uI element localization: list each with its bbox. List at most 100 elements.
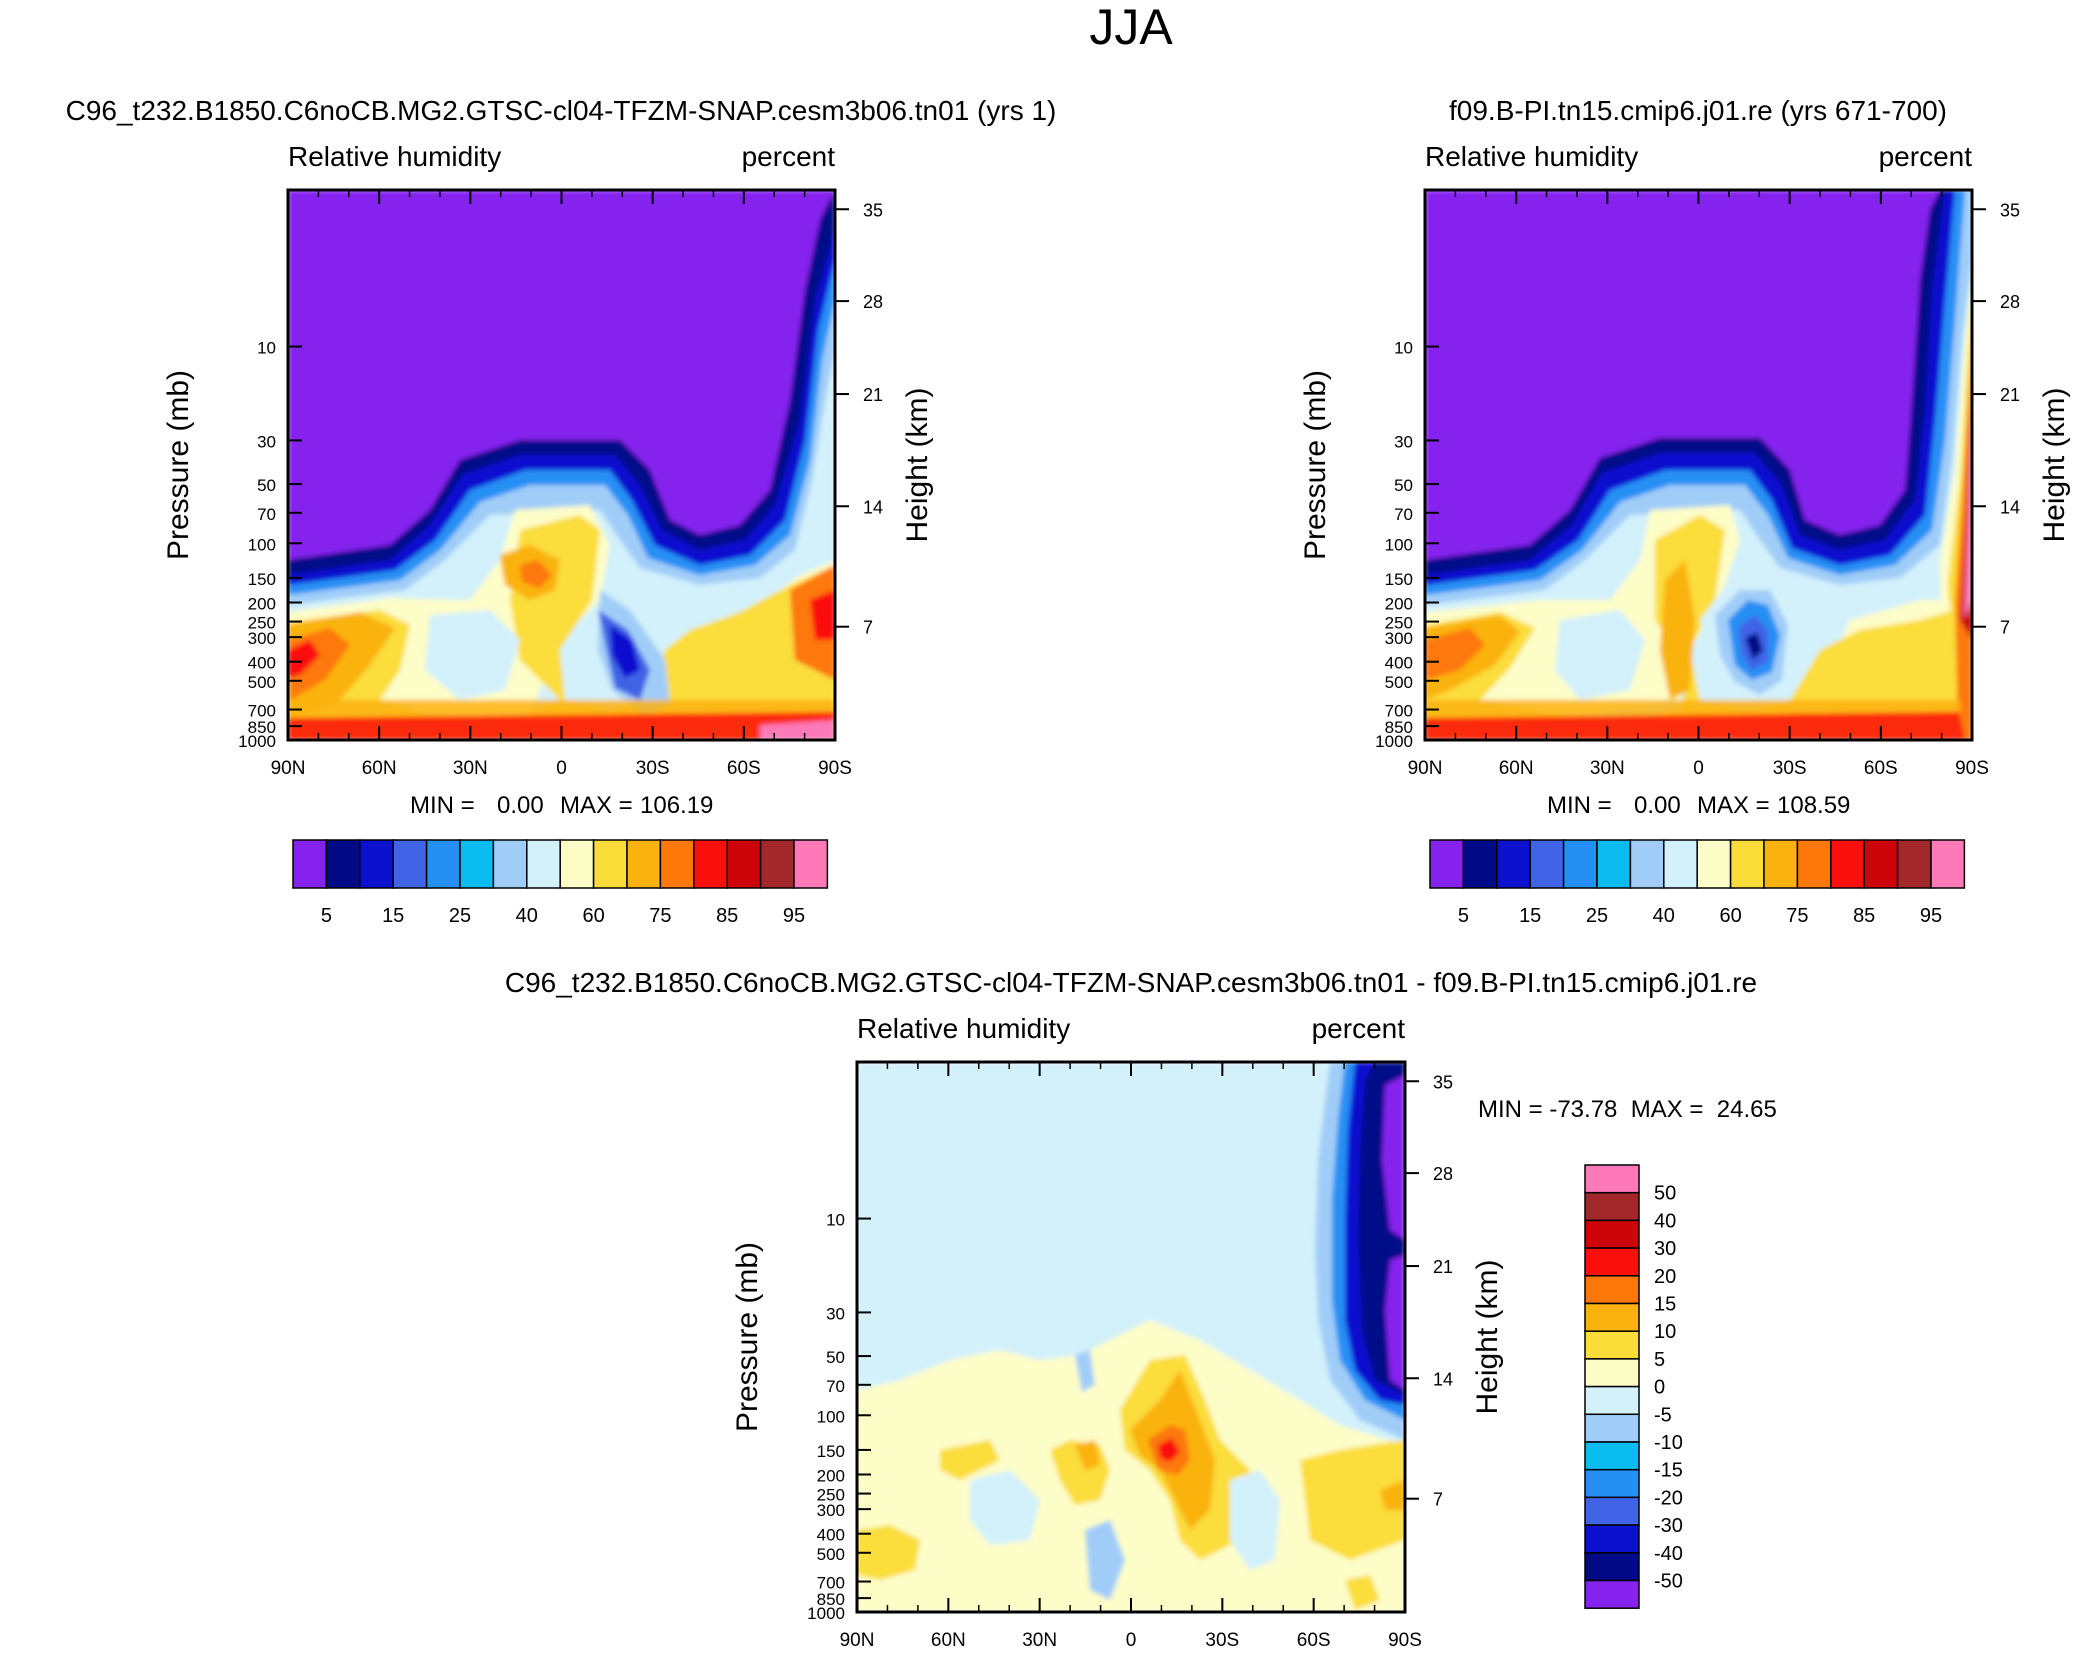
- y-tick-label: 300: [248, 629, 276, 648]
- x-tick-label: 90N: [271, 758, 306, 779]
- colorbar-box: [1584, 1413, 1640, 1443]
- colorbar-box: [1584, 1164, 1640, 1194]
- colorbar-box: [1584, 1524, 1640, 1554]
- x-tick-label: 30N: [453, 758, 488, 779]
- colorbar-box: [559, 839, 595, 889]
- x-tick-label: 0: [1693, 758, 1704, 779]
- panel-difference-minmax: MIN = -73.78 MAX = 24.65: [1478, 1096, 1777, 1123]
- height-tick-label: 35: [1433, 1072, 1453, 1092]
- colorbar-label: 10: [1654, 1321, 1676, 1343]
- colorbar-label: -10: [1654, 1432, 1683, 1454]
- panel-model-variable: Relative humidity: [288, 141, 501, 172]
- panel-reference-colorbar-labels: 5 15 25 40 60 75 85 95: [1458, 905, 1942, 927]
- y-tick-label: 850: [248, 718, 276, 737]
- height-tick-label: 14: [863, 497, 883, 517]
- colorbar-box: [325, 839, 361, 889]
- panel-difference-variable: Relative humidity: [857, 1013, 1070, 1044]
- colorbar-box: [1584, 1358, 1640, 1388]
- y-tick-label: 70: [257, 505, 276, 524]
- panel-reference-ylabel-right: Height (km): [2038, 387, 2071, 542]
- panel-reference-title: f09.B-PI.tn15.cmip6.j01.re (yrs 671-700): [1449, 95, 1947, 126]
- colorbar-box: [1596, 839, 1632, 889]
- colorbar-box: [359, 839, 394, 889]
- panel-model-height-labels: 35 28 21 14 7: [863, 200, 883, 637]
- colorbar-label: 85: [1853, 905, 1875, 927]
- panel-difference-field: [857, 1062, 1405, 1612]
- height-tick-label: 35: [863, 200, 883, 220]
- colorbar-box: [1629, 839, 1665, 889]
- colorbar-label: -20: [1654, 1487, 1683, 1509]
- height-tick-label: 21: [2000, 385, 2020, 405]
- colorbar-box: [1584, 1191, 1640, 1222]
- y-tick-label: 10: [257, 339, 276, 358]
- colorbar-box: [592, 839, 628, 889]
- panel-difference-ylabel: Pressure (mb): [731, 1242, 764, 1432]
- colorbar-label: 5: [321, 905, 332, 927]
- colorbar-box: [759, 839, 795, 889]
- y-tick-label: 250: [1385, 614, 1413, 633]
- y-tick-label: 10: [1394, 339, 1413, 358]
- colorbar-box: [1584, 1441, 1640, 1471]
- panel-model-ylabel-right: Height (km): [901, 387, 934, 542]
- colorbar-label: 40: [1654, 1210, 1676, 1232]
- y-tick-label: 200: [1385, 595, 1413, 614]
- height-tick-label: 14: [2000, 497, 2020, 517]
- x-tick-label: 90N: [840, 1630, 875, 1651]
- colorbar-box: [1584, 1219, 1640, 1249]
- panel-difference-colorbar: [1584, 1164, 1640, 1609]
- colorbar-box: [1863, 839, 1899, 889]
- x-tick-label: 0: [556, 758, 567, 779]
- height-tick-label: 7: [863, 618, 873, 638]
- panel-reference-max-value: 108.59: [1777, 792, 1850, 819]
- panel-reference-variable: Relative humidity: [1425, 141, 1638, 172]
- x-tick-label: 30S: [636, 758, 670, 779]
- x-tick-label: 60S: [1864, 758, 1898, 779]
- colorbar-label: 15: [1519, 905, 1541, 927]
- panel-reference-max-label: MAX =: [1697, 792, 1770, 819]
- x-tick-label: 60N: [1499, 758, 1534, 779]
- colorbar-box: [1496, 839, 1531, 889]
- colorbar-label: 95: [1920, 905, 1942, 927]
- colorbar-box: [1729, 839, 1765, 889]
- colorbar-label: 15: [1654, 1294, 1676, 1316]
- colorbar-box: [793, 839, 829, 889]
- x-tick-label: 30N: [1590, 758, 1625, 779]
- panel-model-ylabel: Pressure (mb): [162, 370, 195, 560]
- y-tick-label: 300: [1385, 629, 1413, 648]
- panel-difference-title: C96_t232.B1850.C6noCB.MG2.GTSC-cl04-TFZM…: [505, 967, 1757, 998]
- x-tick-label: 30S: [1773, 758, 1807, 779]
- y-tick-label: 400: [1385, 654, 1413, 673]
- colorbar-box: [1562, 839, 1598, 889]
- height-tick-label: 35: [2000, 200, 2020, 220]
- panel-model-max-label: MAX =: [560, 792, 633, 819]
- panel-model-x-labels: 90N 60N 30N 0 30S 60S 90S: [271, 758, 852, 779]
- colorbar-box: [1584, 1275, 1640, 1305]
- panel-reference-height-labels: 35 28 21 14 7: [2000, 200, 2020, 637]
- colorbar-box: [459, 839, 495, 889]
- x-tick-label: 60N: [931, 1630, 966, 1651]
- colorbar-box: [1663, 839, 1698, 889]
- x-tick-label: 0: [1126, 1630, 1137, 1651]
- x-tick-label: 60S: [727, 758, 761, 779]
- y-tick-label: 700: [1385, 702, 1413, 721]
- height-tick-label: 28: [2000, 292, 2020, 312]
- height-tick-label: 7: [1433, 1490, 1443, 1510]
- panel-reference-min-value: 0.00: [1634, 792, 1681, 819]
- y-tick-label: 150: [1385, 570, 1413, 589]
- y-tick-label: 30: [826, 1304, 845, 1323]
- colorbar-box: [1584, 1552, 1640, 1582]
- panel-difference-x-labels: 90N 60N 30N 0 30S 60S 90S: [840, 1630, 1422, 1651]
- height-tick-label: 7: [2000, 618, 2010, 638]
- colorbar-box: [1696, 839, 1732, 889]
- y-tick-label: 1000: [238, 732, 276, 751]
- colorbar-label: 50: [1654, 1183, 1676, 1205]
- y-tick-label: 400: [817, 1526, 845, 1545]
- figure-title: JJA: [1089, 0, 1173, 55]
- height-tick-label: 21: [1433, 1257, 1453, 1277]
- colorbar-label: -15: [1654, 1460, 1683, 1482]
- colorbar-label: 75: [649, 905, 671, 927]
- colorbar-box: [392, 839, 428, 889]
- colorbar-label: 15: [382, 905, 404, 927]
- y-tick-label: 850: [1385, 718, 1413, 737]
